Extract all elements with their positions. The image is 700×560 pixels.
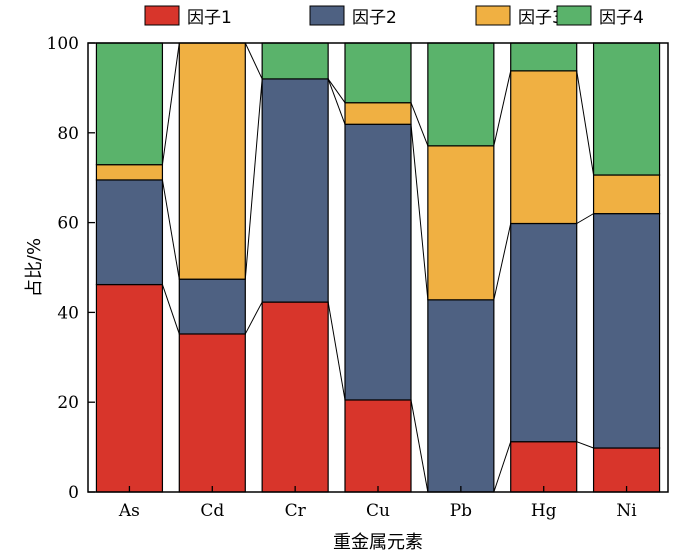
connector-line (327, 78, 346, 104)
connector-line (161, 42, 180, 165)
connector-line (410, 399, 429, 493)
x-tick-label: Ni (616, 501, 637, 521)
legend-label-3: 因子3 (518, 8, 563, 28)
bar-As-series4 (95, 42, 164, 166)
bar-Cr-series4 (261, 42, 329, 80)
connector-line (161, 284, 180, 335)
bar-Cd-series1 (178, 333, 246, 493)
y-tick-label: 60 (57, 214, 79, 234)
bar-As-series2 (95, 179, 164, 286)
plot-area: 0 20 40 60 80 100 As Cd Cr Cu Pb Hg Ni (47, 34, 669, 521)
bar-As-series1 (95, 283, 164, 493)
y-tick-label: 20 (57, 393, 79, 413)
bar-Ni-series2 (592, 213, 661, 449)
connector-line (576, 441, 594, 449)
x-tick-label: Cd (200, 501, 224, 521)
y-tick-label: 0 (68, 483, 79, 503)
connector-line (244, 78, 263, 280)
legend-label-2: 因子2 (352, 8, 397, 28)
bar-Cu-series1 (344, 399, 412, 493)
bar-Cd-series2 (178, 278, 246, 335)
bar-Cr-series2 (261, 78, 329, 303)
connector-line (576, 70, 595, 176)
legend-label-4: 因子4 (599, 8, 644, 28)
x-tick-label: Cr (285, 501, 307, 521)
y-tick-label: 100 (47, 34, 79, 54)
bar-Hg-series1 (510, 441, 578, 493)
bar-Cu-series2 (344, 123, 412, 401)
bar-Hg-series3 (510, 70, 578, 225)
y-axis-label: 占比/% (24, 238, 45, 297)
connector-line (410, 102, 429, 147)
bar-Cd-series3 (178, 42, 246, 280)
legend-swatch-4 (556, 5, 592, 26)
bar-Ni-series3 (592, 174, 661, 215)
legend-swatch-1 (144, 5, 180, 26)
x-axis-label: 重金属元素 (333, 532, 423, 553)
bar-Pb-series3 (427, 145, 495, 301)
connector-line (493, 70, 512, 146)
connector-line (327, 78, 346, 125)
connector-line (493, 223, 512, 300)
bar-Cr-series1 (261, 301, 329, 493)
bar-Hg-series4 (510, 42, 578, 72)
legend-label-1: 因子1 (187, 8, 232, 28)
bar-Ni-series1 (592, 447, 661, 493)
connector-line (576, 213, 594, 224)
x-tick-label: As (118, 501, 140, 521)
connector-line (410, 124, 429, 300)
bar-Cu-series4 (344, 42, 412, 104)
x-tick-label: Cu (366, 501, 390, 521)
legend: 因子1 因子2 因子3 因子4 (144, 5, 644, 28)
y-tick-label: 80 (57, 124, 79, 144)
connector-line (244, 42, 263, 80)
connector-line (244, 301, 263, 335)
x-tick-label: Pb (450, 501, 472, 521)
bar-Ni-series4 (592, 42, 661, 176)
bar-Pb-series2 (427, 299, 495, 493)
y-tick-label: 40 (57, 303, 79, 323)
legend-swatch-2 (309, 5, 345, 26)
legend-swatch-3 (475, 5, 511, 26)
connector-line (327, 301, 346, 401)
bar-Cu-series3 (344, 102, 412, 125)
connector-line (493, 441, 512, 493)
x-tick-label: Hg (531, 501, 557, 521)
bar-As-series3 (95, 164, 164, 181)
connector-line (161, 179, 180, 280)
bar-Pb-series4 (427, 42, 495, 147)
bar-Hg-series2 (510, 222, 578, 443)
